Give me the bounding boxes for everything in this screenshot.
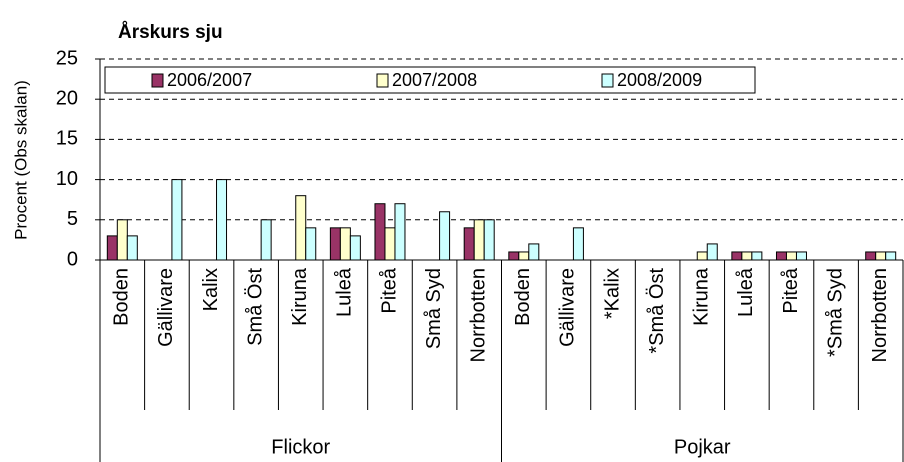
legend-label: 2008/2009	[617, 70, 702, 90]
y-tick-label: 25	[56, 47, 78, 69]
bar	[696, 251, 708, 261]
bar	[731, 251, 743, 261]
x-tick-label: Piteå	[780, 267, 802, 313]
bar	[528, 243, 540, 261]
y-tick-label: 0	[67, 248, 78, 270]
bar	[126, 235, 138, 261]
legend-label: 2007/2008	[392, 70, 477, 90]
x-tick-label: Gällivare	[155, 268, 177, 347]
bar	[875, 251, 887, 261]
bar	[374, 203, 386, 261]
group-label: Flickor	[271, 436, 330, 458]
x-tick-label: Norrbotten	[467, 268, 489, 363]
x-tick-label: Kiruna	[289, 267, 311, 326]
legend-swatch	[601, 73, 614, 88]
bar	[483, 219, 495, 261]
bar	[518, 251, 530, 261]
y-axis-label: Procent (Obs skalan)	[11, 80, 30, 240]
bar	[339, 227, 351, 261]
x-tick-label: Små Syd	[423, 268, 445, 349]
x-tick-label: Luleå	[334, 267, 356, 317]
x-tick-label: Piteå	[378, 267, 400, 313]
x-tick-label: Kalix	[200, 268, 222, 311]
legend-swatch	[376, 73, 389, 88]
x-tick-label: Boden	[111, 268, 133, 326]
bar	[439, 211, 451, 261]
bar	[795, 251, 807, 261]
bar	[885, 251, 897, 261]
group-label: Pojkar	[674, 436, 731, 458]
y-tick-label: 15	[56, 128, 78, 150]
x-tick-label: Små Öst	[244, 268, 266, 346]
x-tick-label: *Små Öst	[646, 268, 668, 354]
bar	[216, 179, 228, 261]
bar	[572, 227, 584, 261]
bar	[384, 227, 396, 261]
y-tick-label: 20	[56, 87, 78, 109]
bar	[508, 251, 520, 261]
bar	[463, 227, 475, 261]
bar	[751, 251, 763, 261]
x-tick-label: Kiruna	[691, 267, 713, 326]
bar	[865, 251, 877, 261]
bar	[305, 227, 317, 261]
x-tick-label: Luleå	[735, 267, 757, 317]
bar	[260, 219, 272, 261]
bar	[116, 219, 128, 261]
legend-box	[104, 66, 756, 94]
legend-swatch	[151, 73, 164, 88]
bar	[295, 195, 307, 261]
legend-label: 2006/2007	[167, 70, 252, 90]
y-tick-label: 10	[56, 168, 78, 190]
x-tick-label: *Små Syd	[824, 268, 846, 357]
bar	[473, 219, 485, 261]
x-tick-label: *Kalix	[601, 268, 623, 319]
bar	[171, 179, 183, 261]
chart-title: Årskurs sju	[118, 22, 223, 43]
bar	[706, 243, 718, 261]
y-tick-label: 5	[67, 208, 78, 230]
bar	[106, 235, 118, 261]
bar	[775, 251, 787, 261]
x-tick-label: Gällivare	[557, 268, 579, 347]
x-tick-label: Boden	[512, 268, 534, 326]
bar	[349, 235, 361, 261]
bar	[785, 251, 797, 261]
bar	[329, 227, 341, 261]
x-tick-label: Norrbotten	[869, 268, 891, 363]
bar	[394, 203, 406, 261]
bar	[741, 251, 753, 261]
